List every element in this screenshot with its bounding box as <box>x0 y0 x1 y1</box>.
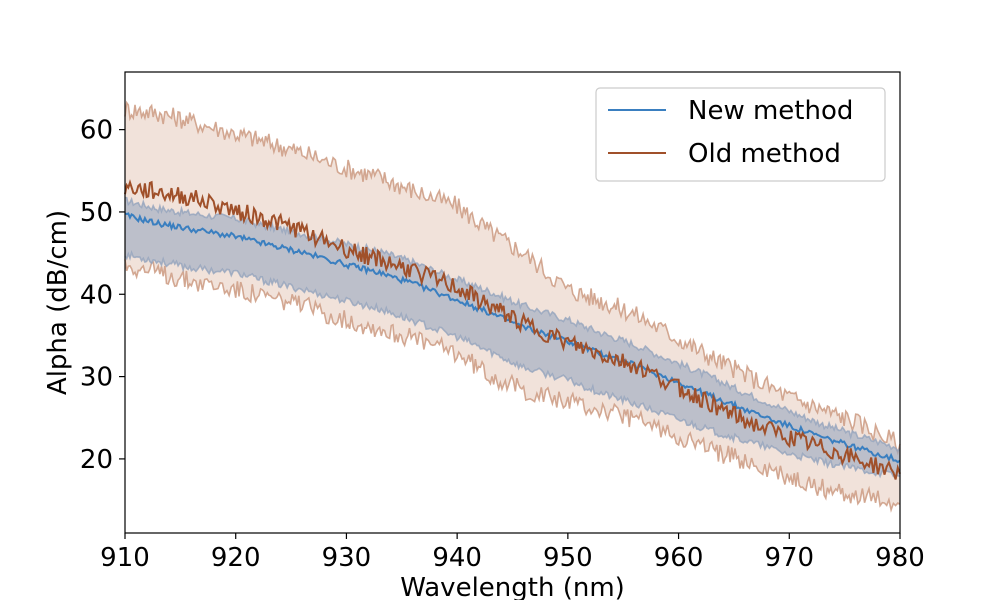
old-method-band-lower-edge <box>124 259 901 513</box>
error-bands <box>124 100 901 513</box>
legend-entry: Old method <box>688 139 841 169</box>
x-tick-label: 950 <box>543 543 593 573</box>
y-axis-label: Alpha (dB/cm) <box>43 210 73 395</box>
y-tick-label: 50 <box>80 198 113 228</box>
x-tick-label: 970 <box>764 543 814 573</box>
y-tick-label: 30 <box>80 363 113 393</box>
legend-box <box>595 87 886 182</box>
x-tick-label: 980 <box>875 543 925 573</box>
x-tick-label: 930 <box>322 543 372 573</box>
old-method-line <box>124 179 901 480</box>
x-tick-label: 940 <box>432 543 482 573</box>
x-tick-label: 910 <box>100 543 150 573</box>
new-method-band <box>125 197 900 477</box>
legend-entry: New method <box>688 96 853 126</box>
x-tick-label: 960 <box>654 543 704 573</box>
new-method-band-lower-edge <box>124 250 901 479</box>
y-tick-label: 40 <box>80 280 113 310</box>
y-axis-ticks: 20 30 40 50 60 <box>80 116 125 475</box>
legend: New method Old method <box>595 87 886 182</box>
x-axis-ticks: 910 920 930 940 950 960 970 980 <box>100 533 925 573</box>
new-method-line <box>124 212 901 464</box>
series-lines <box>124 179 901 480</box>
y-tick-label: 20 <box>80 445 113 475</box>
plot-frame <box>124 71 901 534</box>
x-tick-label: 920 <box>211 543 261 573</box>
y-tick-label: 60 <box>80 116 113 146</box>
old-method-band-upper-edge <box>124 100 901 456</box>
x-axis-label: Wavelength (nm) <box>400 573 625 600</box>
